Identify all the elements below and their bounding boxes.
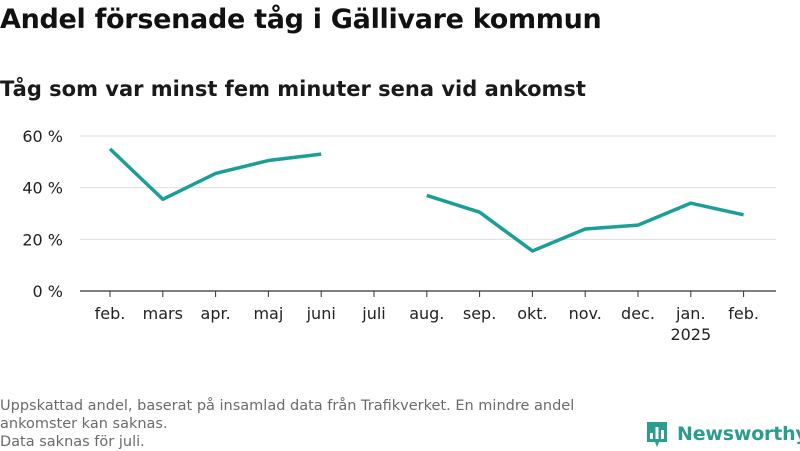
series-line-segment	[426, 193, 744, 253]
y-axis-ticks: 0 % 20 % 40 % 60 %	[22, 127, 63, 301]
x-tick-label: feb.	[728, 304, 759, 323]
y-tick-label: 0 %	[33, 282, 63, 301]
series-lines	[108, 147, 744, 253]
bar-chart-logo-icon	[647, 422, 667, 447]
y-tick-label: 20 %	[22, 230, 63, 249]
x-tick-label: dec.	[621, 304, 655, 323]
x-tick-label: feb.	[95, 304, 126, 323]
x-axis-ticks: feb. mars apr. maj juni juli aug. sep. okt. nov. d…	[95, 291, 759, 344]
x-tick-label: juli	[361, 304, 385, 323]
x-tick-label: nov.	[569, 304, 602, 323]
brand-logo[interactable]: Newsworthy	[645, 420, 800, 448]
chart-title: Andel försenade tåg i Gällivare kommun	[0, 4, 602, 35]
x-tick-label: sep.	[463, 304, 496, 323]
x-tick-label: maj	[253, 304, 283, 323]
footer-notes: Uppskattad andel, baserat på insamlad da…	[0, 397, 640, 451]
x-tick-label: jan.	[675, 304, 705, 323]
chart-subtitle: Tåg som var minst fem minuter sena vid a…	[0, 77, 586, 101]
missing-data-note: Data saknas för juli.	[0, 434, 145, 450]
x-tick-year-label: 2025	[670, 325, 711, 344]
brand-name: Newsworthy	[677, 423, 800, 445]
grid-lines	[80, 135, 776, 292]
y-tick-label: 60 %	[22, 127, 63, 146]
source-note: Uppskattad andel, baserat på insamlad da…	[0, 398, 575, 432]
line-chart: 0 % 20 % 40 % 60 % feb. mars apr. maj juni juli a…	[22, 127, 776, 344]
x-tick-label: apr.	[201, 304, 231, 323]
y-tick-label: 40 %	[22, 179, 63, 198]
series-line-segment	[108, 147, 322, 202]
x-tick-label: juni	[306, 304, 336, 323]
x-tick-label: mars	[143, 304, 183, 323]
x-tick-label: aug.	[409, 304, 444, 323]
x-tick-label: okt.	[517, 304, 547, 323]
